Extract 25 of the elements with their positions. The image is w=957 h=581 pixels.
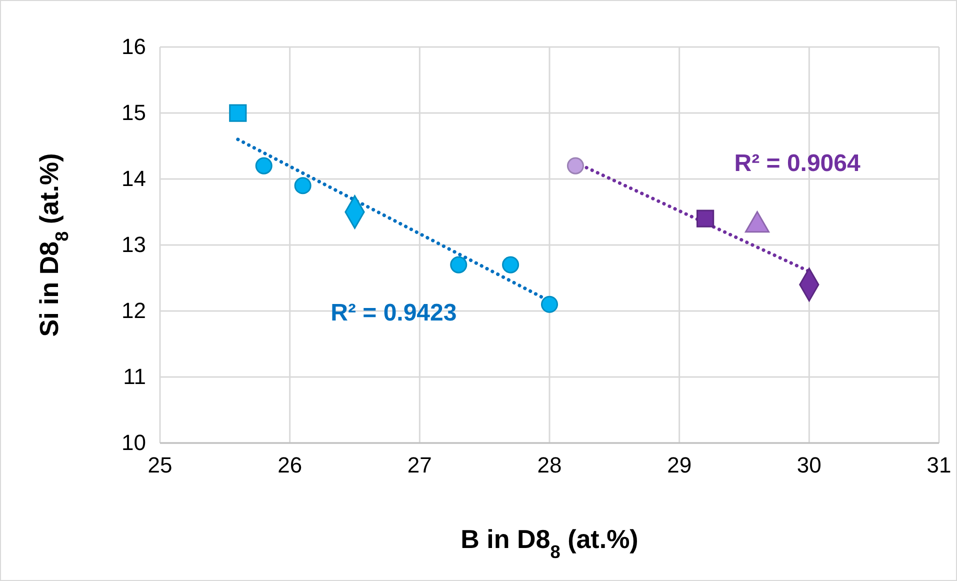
y-tick-label: 10 (122, 430, 146, 456)
y-tick-label: 14 (122, 166, 146, 192)
y-tick-label: 12 (122, 298, 146, 324)
x-tick-label: 27 (407, 452, 432, 478)
point (540, 296, 558, 313)
point (502, 256, 520, 274)
y-tick-label: 15 (122, 100, 146, 126)
annotation: R² = 0.9064 (734, 150, 862, 177)
annotation: R² = 0.9423 (330, 299, 457, 326)
y-tick-label: 11 (123, 364, 146, 390)
x-tick-label: 31 (926, 452, 952, 478)
x-axis-title: B in D8$_{8}$ (at.%) (460, 524, 638, 562)
point (294, 177, 312, 194)
point (229, 104, 247, 122)
x-tick-label: 29 (667, 452, 692, 478)
point (696, 210, 714, 228)
x-tick-label: 28 (537, 452, 562, 478)
point (450, 256, 468, 274)
x-tick-label: 26 (278, 452, 302, 478)
point (255, 157, 272, 174)
x-tick-label: 30 (796, 452, 822, 478)
x-tick-label: 25 (148, 452, 172, 478)
y-tick-label: 16 (122, 34, 146, 60)
y-tick-label: 13 (122, 232, 146, 258)
point (566, 157, 584, 174)
